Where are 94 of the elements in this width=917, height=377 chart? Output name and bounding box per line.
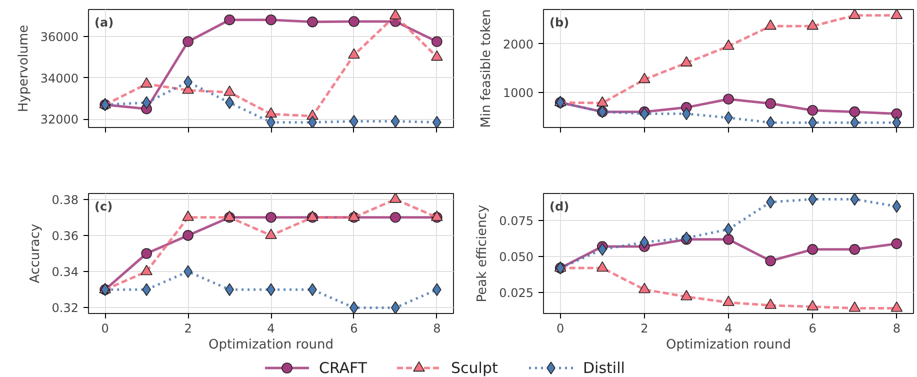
point	[848, 301, 861, 312]
point	[432, 36, 442, 47]
point	[765, 98, 776, 109]
point	[807, 244, 818, 255]
annotation: (b)	[550, 16, 570, 30]
point	[892, 116, 902, 128]
point	[764, 19, 776, 30]
point	[224, 14, 235, 26]
x-axis-title: Optimization round	[208, 338, 334, 352]
point	[390, 194, 402, 203]
point	[390, 10, 402, 20]
point	[348, 48, 360, 59]
point	[848, 10, 861, 19]
y-axis-title: Accuracy	[28, 224, 43, 284]
y-tick-label: 0.34	[52, 265, 78, 280]
legend-label: Distill	[583, 359, 625, 377]
point	[890, 10, 903, 19]
point	[680, 290, 692, 300]
y-axis-title: Hypervolume	[16, 24, 32, 112]
point	[182, 210, 194, 221]
point	[391, 301, 400, 314]
point	[596, 96, 608, 107]
point	[350, 301, 358, 314]
point	[891, 238, 902, 250]
x-axis-title: Optimization round	[666, 338, 792, 352]
point	[266, 212, 276, 223]
point	[850, 116, 860, 128]
annotation: (c)	[94, 200, 113, 214]
point	[807, 104, 818, 116]
y-axis-title: Peak efficiency	[475, 204, 490, 302]
point	[598, 243, 607, 256]
point	[808, 194, 817, 206]
legend-label: Sculpt	[451, 359, 498, 377]
point	[141, 248, 152, 259]
point	[638, 282, 650, 294]
y-tick-label: 0.075	[499, 214, 534, 228]
x-tick-label: 8	[433, 322, 441, 336]
x-tick-label: 4	[724, 322, 732, 336]
point	[890, 301, 903, 312]
point	[891, 108, 902, 120]
point	[596, 261, 608, 272]
x-tick-label: 2	[640, 322, 648, 336]
point	[266, 14, 276, 26]
point	[722, 39, 734, 50]
y-tick-label: 34000	[40, 71, 79, 86]
x-tick-label: 6	[350, 322, 358, 336]
point	[723, 234, 734, 245]
y-tick-label: 0.050	[499, 250, 534, 264]
y-tick-label: 36000	[40, 30, 79, 44]
y-tick-label: 1000	[502, 86, 534, 100]
point	[431, 50, 443, 61]
x-tick-label: 4	[267, 322, 275, 336]
point	[765, 255, 776, 266]
y-tick-label: 0.38	[52, 192, 78, 207]
x-tick-label: 0	[101, 322, 109, 336]
y-tick-label: 2000	[502, 37, 534, 52]
annotation: (d)	[550, 200, 570, 214]
y-axis-title: Min feasible token	[478, 9, 494, 128]
point	[307, 16, 318, 28]
point	[348, 16, 360, 27]
y-tick-label: 32000	[40, 112, 79, 127]
point	[680, 56, 692, 66]
point	[140, 264, 152, 276]
point	[806, 300, 818, 310]
legend-label: CRAFT	[319, 359, 368, 377]
point	[182, 230, 194, 241]
point	[266, 116, 276, 128]
point	[390, 212, 401, 223]
point	[722, 296, 734, 306]
point	[892, 200, 902, 213]
annotation: (a)	[94, 16, 114, 30]
point	[265, 107, 277, 118]
point	[638, 72, 650, 84]
y-tick-label: 0.32	[52, 301, 78, 316]
x-tick-label: 8	[892, 322, 901, 336]
point	[723, 94, 734, 104]
point	[265, 228, 277, 240]
point	[766, 116, 775, 128]
point	[806, 19, 818, 30]
y-tick-label: 0.025	[499, 286, 534, 300]
x-tick-label: 6	[808, 322, 816, 336]
point	[849, 106, 860, 118]
y-tick-label: 0.36	[52, 228, 78, 243]
point	[850, 194, 860, 206]
point	[224, 86, 236, 96]
point	[849, 244, 860, 255]
point	[140, 77, 152, 88]
point	[432, 116, 442, 128]
point	[764, 298, 776, 309]
x-tick-label: 0	[556, 322, 564, 336]
point	[308, 116, 317, 128]
x-tick-label: 2	[184, 322, 192, 336]
point	[808, 116, 817, 128]
point	[182, 36, 194, 47]
